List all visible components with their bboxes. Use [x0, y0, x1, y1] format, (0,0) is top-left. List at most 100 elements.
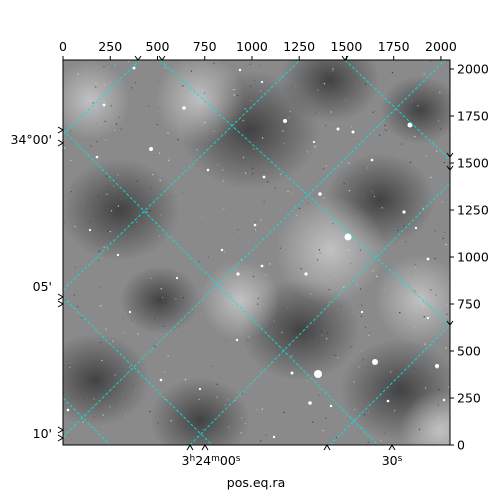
noise-grain	[107, 230, 109, 232]
noise-grain	[424, 343, 426, 345]
noise-grain	[252, 209, 255, 211]
noise-grain	[103, 66, 105, 68]
noise-grain	[323, 168, 325, 170]
noise-grain	[317, 89, 319, 91]
noise-grain	[439, 91, 441, 94]
dark-region	[150, 377, 250, 445]
noise-grain	[109, 157, 111, 159]
noise-grain	[316, 259, 319, 261]
dec-tick	[57, 293, 64, 301]
wcs-tick	[134, 55, 142, 61]
wcs-axes: 3h24m00s 30s 34°00' 05' 10'	[11, 55, 454, 468]
noise-grain	[260, 219, 262, 221]
star	[435, 364, 439, 368]
noise-grain	[363, 414, 365, 416]
light-region	[63, 60, 130, 140]
x-tick-label: 1250	[283, 39, 315, 54]
noise-grain	[413, 368, 415, 370]
dark-region	[380, 76, 450, 144]
noise-grain	[120, 128, 122, 130]
noise-grain	[97, 177, 99, 179]
noise-grain	[110, 105, 112, 107]
noise-grain	[331, 70, 334, 72]
noise-grain	[432, 185, 434, 187]
noise-grain	[330, 111, 332, 113]
noise-grain	[247, 375, 250, 377]
noise-grain	[63, 247, 65, 249]
noise-grain	[340, 306, 342, 308]
noise-grain	[106, 186, 108, 188]
star	[66, 408, 70, 412]
noise-grain	[98, 232, 100, 234]
noise-grain	[332, 68, 334, 70]
noise-grain	[93, 416, 95, 418]
noise-grain	[172, 60, 174, 62]
y-tick-label: 500	[457, 344, 481, 359]
noise-grain	[444, 231, 446, 233]
noise-grain	[437, 416, 439, 418]
noise-grain	[232, 233, 234, 235]
noise-grain	[258, 367, 260, 369]
noise-grain	[241, 393, 243, 395]
noise-grain	[351, 126, 353, 128]
grid-line	[63, 60, 141, 136]
noise-grain	[358, 366, 360, 368]
noise-grain	[82, 421, 84, 423]
noise-grain	[248, 202, 250, 204]
star	[308, 401, 312, 405]
noise-grain	[73, 141, 75, 143]
noise-grain	[260, 64, 262, 66]
y-tick-label: 1250	[457, 203, 489, 218]
noise-grain	[70, 130, 72, 132]
noise-grain	[299, 395, 301, 398]
noise-grain	[354, 416, 356, 418]
noise-grain	[318, 394, 320, 396]
noise-grain	[423, 73, 425, 75]
star	[175, 276, 179, 280]
noise-grain	[182, 153, 184, 155]
noise-grain	[356, 85, 358, 87]
noise-grain	[322, 429, 324, 432]
noise-grain	[343, 286, 345, 288]
star	[206, 168, 210, 172]
noise-grain	[64, 138, 66, 140]
noise-grain	[153, 344, 155, 347]
noise-grain	[128, 366, 130, 368]
noise-grain	[243, 119, 245, 121]
noise-grain	[149, 411, 151, 413]
noise-grain	[114, 403, 116, 406]
star	[220, 248, 224, 252]
noise-grain	[415, 264, 417, 266]
noise-grain	[109, 231, 111, 233]
noise-grain	[181, 192, 183, 194]
noise-grain	[204, 379, 206, 381]
noise-grain	[127, 61, 129, 63]
noise-grain	[102, 414, 104, 416]
noise-grain	[273, 320, 275, 322]
noise-grain	[360, 315, 362, 317]
noise-grain	[314, 146, 316, 148]
noise-grain	[64, 147, 66, 149]
noise-grain	[353, 361, 355, 363]
noise-grain	[68, 364, 71, 366]
noise-grain	[114, 374, 116, 376]
noise-grain	[158, 221, 160, 223]
noise-grain	[167, 132, 169, 134]
noise-grain	[364, 326, 367, 328]
noise-grain	[393, 410, 396, 412]
noise-grain	[435, 294, 437, 296]
star	[159, 378, 163, 382]
noise-grain	[379, 134, 381, 136]
noise-grain	[287, 190, 289, 193]
noise-grain	[257, 297, 259, 299]
noise-grain	[164, 67, 166, 69]
noise-grain	[122, 317, 124, 319]
noise-grain	[94, 68, 96, 70]
noise-grain	[435, 150, 438, 152]
star	[344, 233, 352, 241]
dec-tick	[57, 300, 64, 308]
noise-grain	[83, 202, 85, 204]
noise-grain	[216, 383, 218, 385]
noise-grain	[277, 311, 279, 313]
